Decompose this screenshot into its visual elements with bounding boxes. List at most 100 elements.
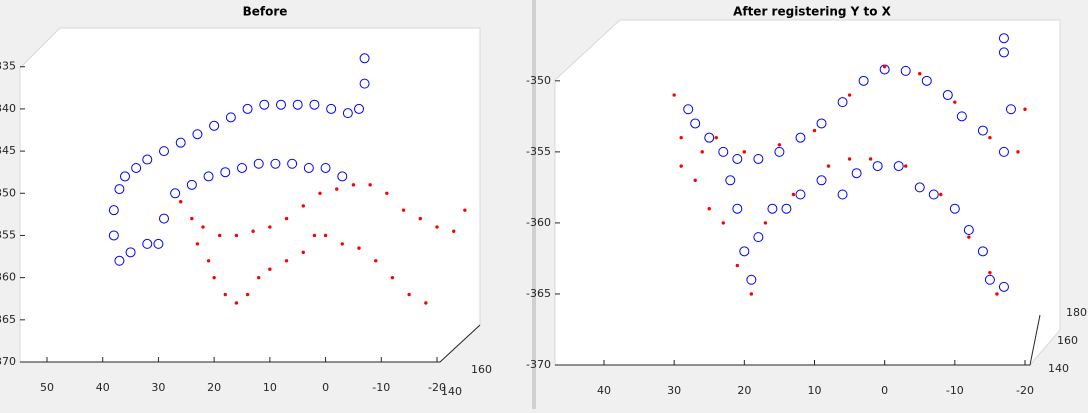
point — [693, 178, 697, 182]
point — [359, 53, 370, 64]
x-tick-label: 40 — [597, 384, 611, 397]
point — [186, 179, 197, 190]
point — [714, 135, 718, 140]
x-tick-label: 0 — [322, 381, 329, 394]
point — [251, 229, 255, 233]
point — [435, 225, 439, 229]
point — [203, 171, 214, 182]
point — [385, 191, 389, 195]
point — [893, 161, 904, 172]
point — [270, 158, 281, 169]
point — [424, 301, 428, 305]
point — [858, 75, 869, 86]
x-tick-label: 40 — [96, 381, 110, 394]
point — [942, 90, 953, 101]
point — [114, 184, 125, 195]
point — [159, 213, 169, 224]
point — [153, 238, 164, 249]
point — [268, 225, 272, 229]
z-tick-label: 180 — [1066, 306, 1087, 319]
point — [928, 189, 939, 200]
point — [998, 33, 1009, 44]
point — [218, 233, 222, 238]
point — [407, 292, 411, 297]
point — [245, 292, 250, 297]
point — [374, 259, 378, 263]
point — [301, 204, 305, 208]
point — [242, 103, 253, 114]
point — [816, 118, 827, 129]
y-tick-label: -365 — [526, 287, 551, 300]
z-tick-label: 160 — [1057, 334, 1078, 347]
point — [679, 135, 683, 140]
point — [851, 168, 862, 179]
point — [826, 164, 831, 168]
point — [679, 164, 683, 168]
x-tick-label: -10 — [372, 381, 390, 394]
point — [359, 78, 370, 89]
y-tick-label: -355 — [0, 228, 16, 241]
point — [763, 221, 768, 225]
point — [120, 171, 130, 182]
point — [142, 154, 153, 165]
point — [237, 162, 247, 173]
point — [977, 125, 988, 136]
point — [342, 108, 353, 119]
divider — [532, 0, 536, 409]
x-tick-label: 10 — [808, 384, 822, 397]
point — [142, 238, 153, 249]
point — [340, 242, 344, 246]
point — [354, 103, 364, 114]
axes-left-frame — [20, 324, 481, 363]
y-tick-label: -360 — [526, 216, 551, 229]
point — [318, 191, 322, 195]
point — [225, 112, 236, 123]
point — [977, 246, 988, 257]
point — [276, 99, 286, 110]
point — [984, 274, 995, 285]
z-tick-label: 140 — [441, 385, 462, 398]
point — [418, 216, 422, 221]
point — [900, 65, 911, 76]
point — [998, 47, 1009, 58]
y-tick-label: -350 — [526, 74, 551, 87]
point — [326, 103, 337, 114]
point — [192, 129, 203, 140]
axes-right-frame — [555, 314, 1041, 366]
point — [732, 153, 743, 164]
point — [312, 233, 317, 238]
axes-right-box — [554, 19, 1061, 366]
point — [995, 292, 999, 296]
point — [175, 137, 186, 148]
point — [683, 104, 694, 115]
point — [988, 270, 992, 275]
point — [700, 150, 704, 154]
point — [918, 72, 922, 76]
point — [837, 189, 848, 200]
x-tick-label: 0 — [881, 384, 888, 397]
point — [284, 216, 289, 221]
point — [967, 235, 971, 239]
point — [735, 263, 740, 268]
point — [753, 232, 764, 243]
point — [190, 216, 194, 221]
y-tick-label: -365 — [0, 313, 16, 326]
point — [872, 161, 883, 172]
point — [795, 132, 806, 143]
point — [463, 208, 467, 212]
point — [725, 175, 736, 186]
point — [956, 111, 967, 122]
point — [963, 225, 974, 236]
point — [125, 247, 136, 258]
point — [209, 120, 220, 131]
point — [690, 118, 701, 129]
point — [131, 162, 142, 173]
point — [739, 246, 750, 257]
point — [292, 99, 303, 110]
y-tick-label: -340 — [0, 102, 16, 115]
y-tick-label: -345 — [0, 144, 16, 157]
x-tick-label: 30 — [151, 381, 165, 394]
point — [732, 203, 743, 214]
point — [837, 97, 848, 108]
